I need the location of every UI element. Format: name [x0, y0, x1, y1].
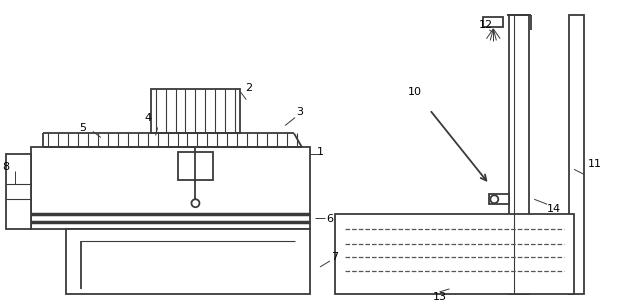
Text: 1: 1	[316, 148, 323, 158]
Bar	[31, 148, 310, 229]
Text: 8: 8	[2, 162, 10, 172]
Text: 2: 2	[245, 83, 252, 93]
Bar	[569, 15, 584, 294]
Bar	[509, 15, 529, 294]
Text: 6: 6	[326, 214, 333, 224]
Text: 10: 10	[407, 87, 422, 97]
Text: 14: 14	[547, 204, 561, 214]
Bar	[66, 229, 310, 294]
Bar	[6, 155, 31, 229]
Text: 13: 13	[432, 292, 447, 302]
Bar	[483, 17, 503, 27]
Text: 11: 11	[588, 159, 602, 169]
Bar	[151, 89, 240, 134]
Bar	[335, 214, 574, 294]
Text: 12: 12	[479, 20, 493, 30]
Text: 5: 5	[79, 122, 87, 132]
Bar	[178, 152, 213, 180]
Text: 4: 4	[144, 112, 151, 122]
Text: 7: 7	[331, 252, 338, 262]
Bar	[489, 194, 509, 204]
Text: 3: 3	[297, 107, 303, 117]
